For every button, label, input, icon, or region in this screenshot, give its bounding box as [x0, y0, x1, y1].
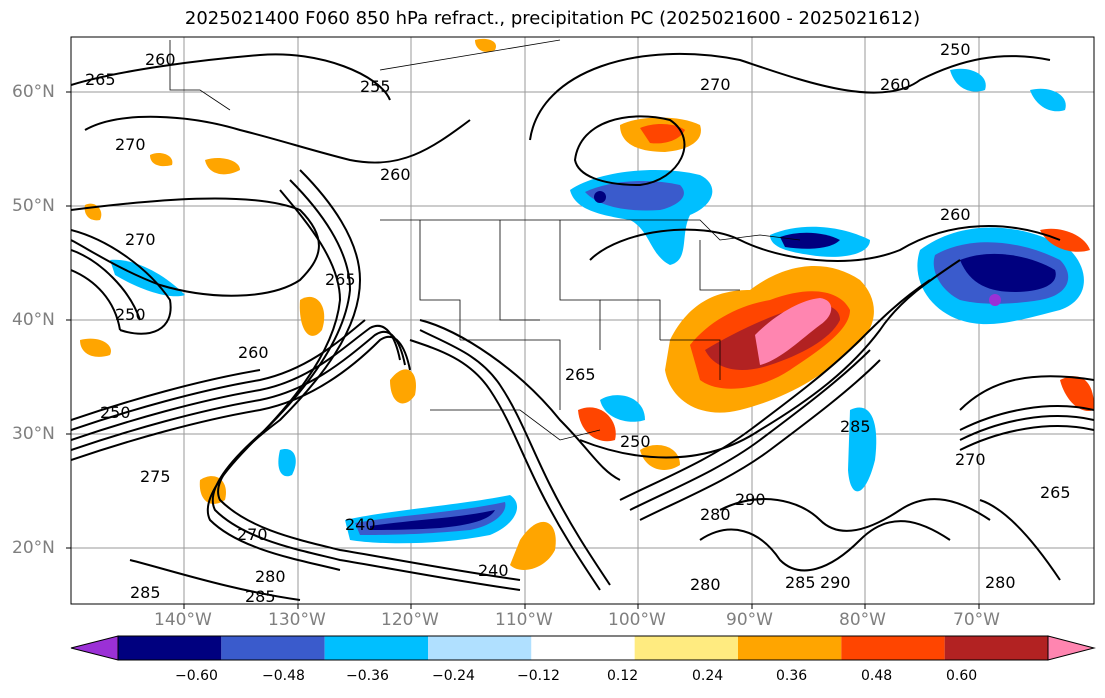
colorbar-tick-label: −0.60	[175, 668, 218, 684]
contour-label: 260	[145, 50, 176, 69]
contour-label: 280	[700, 505, 731, 524]
lat-tick-label: 30°N	[12, 424, 55, 444]
contour-label: 240	[345, 515, 376, 534]
lat-tick-label: 60°N	[12, 82, 55, 102]
tick-marks	[66, 91, 980, 609]
contour-label: 250	[620, 432, 651, 451]
colorbar-tick-label: −0.36	[346, 668, 389, 684]
contour-label: 285	[785, 573, 816, 592]
contour-label: 265	[565, 365, 596, 384]
contour-label: 250	[100, 403, 131, 422]
colorbar-tick-label: 0.60	[946, 668, 978, 684]
lon-tick-label: 80°W	[839, 610, 886, 630]
colorbar-segment	[428, 636, 532, 660]
contour-label: 240	[478, 561, 509, 580]
lon-tick-label: 100°W	[608, 610, 666, 630]
political-borders	[169, 39, 801, 441]
colorbar-frame	[117, 635, 1049, 661]
colorbar-segment	[634, 636, 738, 660]
map-title: 2025021400 F060 850 hPa refract., precip…	[184, 8, 921, 29]
contour-label: 280	[690, 575, 721, 594]
contour-label-group: 265 260 255 270 260 250 270 270 260 265 …	[85, 40, 1071, 606]
contour-label: 270	[237, 525, 268, 544]
contour-label: 285	[130, 583, 161, 602]
colorbar-tick-label: 0.48	[861, 668, 893, 684]
colorbar-tick-label: −0.24	[432, 668, 475, 684]
precip-shading	[80, 38, 1094, 570]
lon-tick-label: 90°W	[726, 610, 773, 630]
lon-tick-label: 140°W	[154, 610, 212, 630]
colorbar-segment	[841, 636, 945, 660]
refractivity-contours	[71, 53, 1094, 601]
contour-label: 270	[955, 450, 986, 469]
colorbar-segment	[221, 636, 325, 660]
colorbar-segment	[324, 636, 428, 660]
contour-label: 285	[245, 587, 276, 606]
colorbar-tick-label: 0.36	[776, 668, 808, 684]
contour-label: 270	[125, 230, 156, 249]
lat-tick-label: 40°N	[12, 310, 55, 330]
contour-label: 265	[85, 70, 116, 89]
contour-label: 280	[255, 567, 286, 586]
colorbar-extend-min	[70, 635, 119, 661]
colorbar-segment	[531, 636, 635, 660]
lon-tick-label: 70°W	[953, 610, 1000, 630]
contour-label: 275	[140, 467, 171, 486]
contour-label: 255	[360, 77, 391, 96]
colorbar-extend-max	[1047, 635, 1096, 661]
contour-label: 260	[880, 75, 911, 94]
contour-label: 270	[115, 135, 146, 154]
contour-label: 265	[1040, 483, 1071, 502]
lat-tick-label: 50°N	[12, 196, 55, 216]
contour-label: 260	[940, 205, 971, 224]
colorbar-tick-label: −0.48	[262, 668, 305, 684]
contour-label: 265	[325, 270, 356, 289]
lon-tick-label: 120°W	[381, 610, 439, 630]
lon-tick-label: 110°W	[495, 610, 553, 630]
contour-label: 280	[985, 573, 1016, 592]
contour-label: 290	[820, 573, 851, 592]
contour-label: 270	[700, 75, 731, 94]
colorbar-tick-label: 0.12	[607, 668, 639, 684]
colorbar-tick-label: 0.24	[692, 668, 724, 684]
colorbar-segment	[944, 636, 1048, 660]
contour-label: 285	[840, 417, 871, 436]
contour-label: 290	[735, 490, 766, 509]
colorbar-segment	[738, 636, 842, 660]
colorbar-tick-label: −0.12	[517, 668, 560, 684]
contour-label: 260	[380, 165, 411, 184]
lon-tick-label: 130°W	[268, 610, 326, 630]
contour-label: 260	[238, 343, 269, 362]
lat-tick-label: 20°N	[12, 538, 55, 558]
contour-label: 250	[115, 305, 146, 324]
colorbar-segment	[118, 636, 222, 660]
colorbar	[70, 635, 1096, 661]
contour-label: 250	[940, 40, 971, 59]
